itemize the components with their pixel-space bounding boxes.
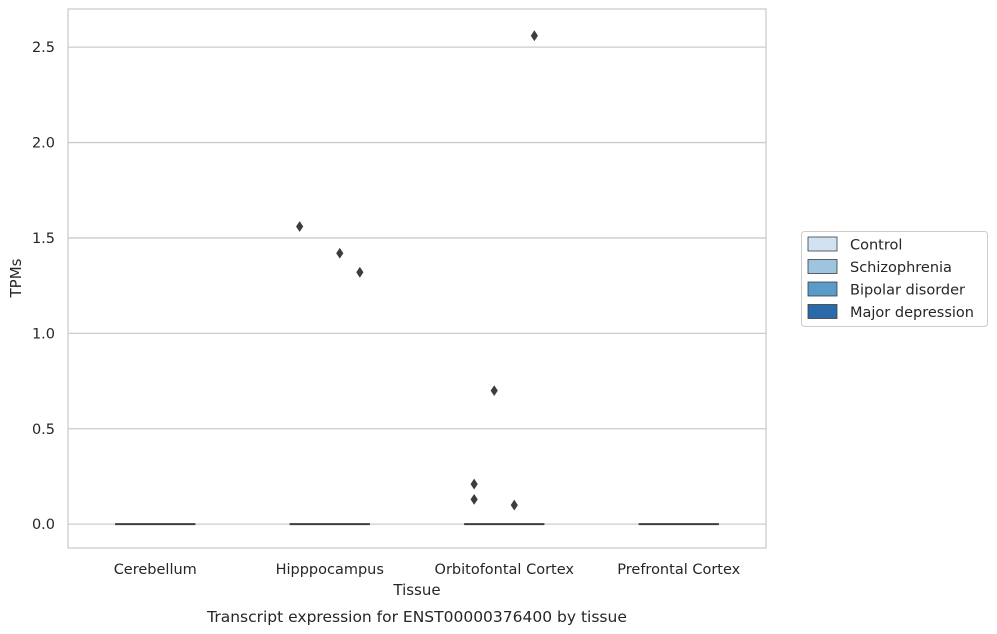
y-tick-label: 1.0 [32,326,55,342]
x-axis: Cerebellum Hipppocampus Orbitofontal Corte… [114,562,741,578]
gridlines [68,46,766,525]
outlier-layer [296,30,538,511]
outlier-point [470,478,478,490]
outlier-point [356,266,364,278]
legend-swatch [807,236,838,252]
y-axis: 0.0 0.5 1.0 1.5 2.0 2.5 [32,40,55,533]
outlier-point [336,247,344,259]
y-tick-label: 2.5 [32,40,55,56]
x-tick-label: Cerebellum [114,562,197,578]
chart-caption: Transcript expression for ENST0000037640… [206,608,627,626]
legend-swatch [807,304,838,319]
x-tick-label: Hipppocampus [276,562,384,578]
y-tick-label: 2.0 [32,136,55,152]
legend-swatch [807,281,838,297]
outlier-point [530,30,538,42]
y-tick-label: 0.5 [32,422,55,438]
x-axis-title: Tissue [392,581,440,599]
legend-label: Schizophrenia [850,260,952,276]
x-tick-label: Prefrontal Cortex [617,562,740,578]
y-tick-label: 0.0 [32,517,55,533]
plot-area [67,8,767,549]
outlier-point [490,385,498,396]
y-axis-title: TPMs [7,258,25,298]
legend-label: Major depression [850,305,974,321]
legend-label: Bipolar disorder [850,283,965,299]
x-tick-label: Orbitofontal Cortex [435,562,575,578]
legend-frame [801,231,988,327]
y-tick-label: 1.5 [32,231,55,247]
legend-swatch [807,259,838,274]
legend: Control Schizophrenia Bipolar disorder Majo… [801,231,988,327]
outlier-point [510,499,518,511]
outlier-point [470,493,478,505]
legend-label: Control [850,238,902,254]
outlier-point [296,221,304,232]
